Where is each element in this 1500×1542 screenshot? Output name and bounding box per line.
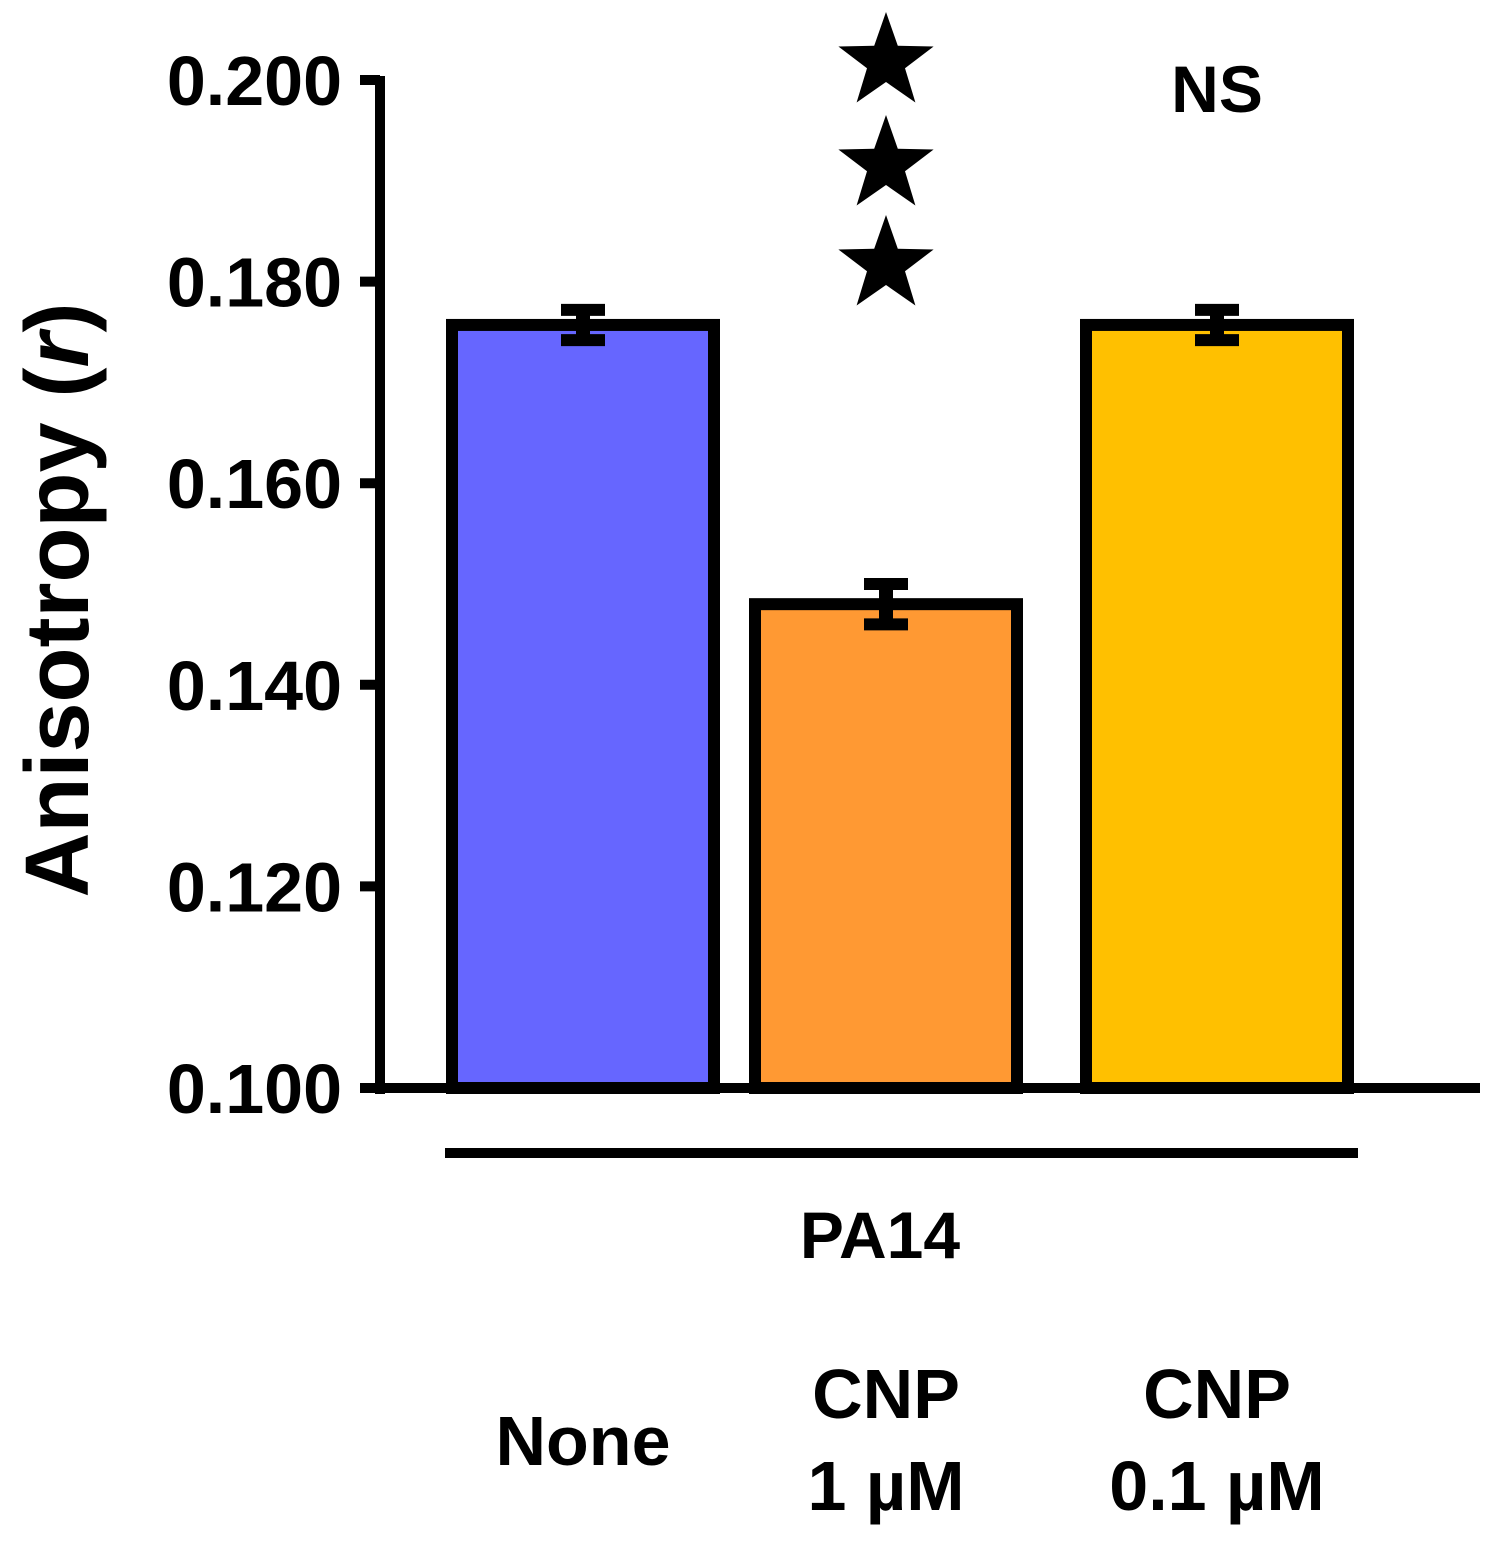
y-tick-label: 0.160 [167, 445, 342, 523]
significance-star-icon [838, 215, 934, 306]
x-tick-label: 0.1 µM [1109, 1447, 1324, 1525]
x-tick-label: None [496, 1402, 671, 1480]
significance-star-icon [838, 12, 934, 103]
x-tick-label: CNP [1143, 1355, 1291, 1433]
y-axis-label-symbol: r [8, 328, 108, 368]
y-tick-label: 0.120 [167, 848, 342, 926]
plot-area [446, 303, 1354, 1095]
y-tick-label: 0.140 [167, 647, 342, 725]
y-axis-label-close: ) [8, 303, 108, 333]
y-tick-label: 0.100 [167, 1050, 342, 1128]
bar-1 [749, 598, 1023, 1094]
x-tick-label: 1 µM [807, 1447, 964, 1525]
x-tick-label: CNP [812, 1355, 960, 1433]
axes [360, 75, 1480, 1158]
y-axis-label: Anisotropy (r) [8, 303, 108, 898]
group-label: PA14 [800, 1198, 960, 1272]
y-tick-label: 0.180 [167, 244, 342, 322]
significance-star-icon [838, 115, 934, 206]
y-axis-label-text: Anisotropy ( [8, 367, 108, 897]
error-bar-2 [1195, 303, 1239, 347]
bar-2 [1080, 318, 1354, 1095]
error-bar-0 [561, 303, 605, 347]
labels: 0.100 0.120 0.140 0.160 0.180 0.200 Anisotropy… [8, 12, 1325, 1525]
y-tick-label: 0.200 [167, 42, 342, 120]
significance-label: NS [1171, 52, 1263, 126]
bar-0 [446, 318, 720, 1095]
error-bar-1 [864, 578, 908, 631]
